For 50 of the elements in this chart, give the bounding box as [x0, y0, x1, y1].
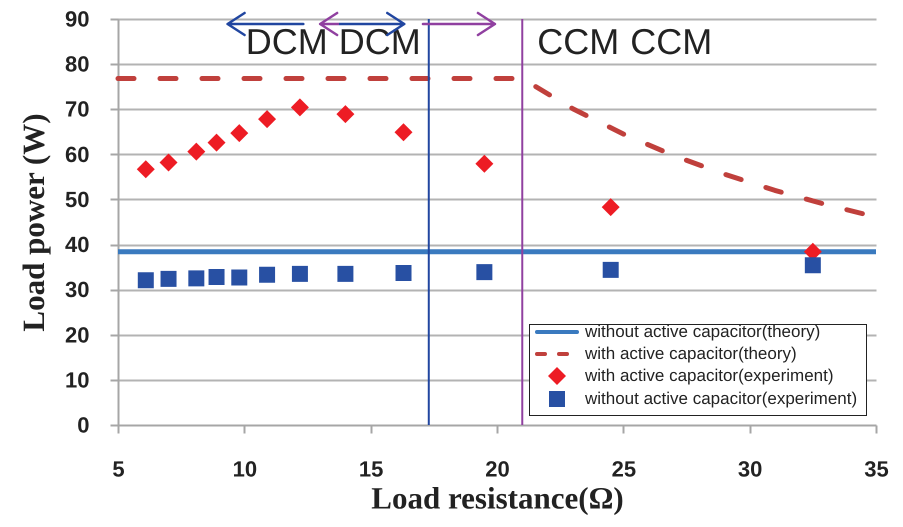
point: [187, 142, 206, 161]
annotation: CCM: [537, 21, 620, 62]
x-tick-label: 25: [612, 456, 636, 482]
legend-label: with active capacitor(theory): [584, 344, 797, 363]
point: [188, 270, 204, 286]
legend-label: without active capacitor(experiment): [584, 389, 858, 408]
y-tick-label: 30: [65, 277, 90, 302]
x-tick-label: 15: [358, 456, 384, 482]
point: [230, 124, 248, 142]
y-tick-label: 70: [65, 96, 90, 122]
y-axis-title: Load power (W): [16, 113, 52, 332]
annotation: DCM: [338, 21, 421, 62]
point: [336, 105, 354, 124]
point: [475, 154, 494, 173]
point: [804, 257, 821, 274]
point: [160, 153, 178, 172]
point: [290, 98, 309, 116]
x-axis-title: Load resistance(Ω): [371, 480, 624, 516]
point: [160, 270, 177, 287]
point: [396, 264, 412, 281]
y-tick-label: 20: [65, 322, 90, 348]
y-tick-label: 40: [65, 232, 90, 258]
y-tick-label: 50: [65, 186, 90, 212]
y-tick-label: 0: [77, 412, 90, 438]
legend-label: without active capacitor(theory): [584, 322, 820, 341]
y-tick-label: 80: [65, 52, 90, 77]
point: [394, 123, 413, 142]
point: [602, 262, 619, 278]
point: [337, 266, 354, 282]
point: [208, 134, 226, 152]
x-tick-label: 5: [112, 456, 125, 482]
point: [602, 198, 620, 216]
x-tick-label: 35: [864, 456, 889, 482]
point: [136, 160, 155, 178]
point: [258, 110, 276, 128]
point: [292, 266, 308, 282]
x-tick-label: 10: [232, 456, 258, 482]
point: [476, 264, 492, 280]
x-tick-label: 20: [485, 456, 510, 482]
point: [259, 266, 276, 283]
annotation: CCM: [630, 21, 712, 62]
x-tick-label: 30: [738, 456, 762, 482]
point: [208, 269, 225, 286]
point: [138, 272, 154, 288]
point: [231, 269, 248, 286]
y-tick-label: 10: [65, 367, 90, 392]
y-tick-label: 90: [65, 6, 90, 32]
legend-label: with active capacitor(experiment): [584, 366, 834, 385]
annotation: DCM: [246, 21, 328, 62]
y-tick-label: 60: [65, 142, 90, 167]
